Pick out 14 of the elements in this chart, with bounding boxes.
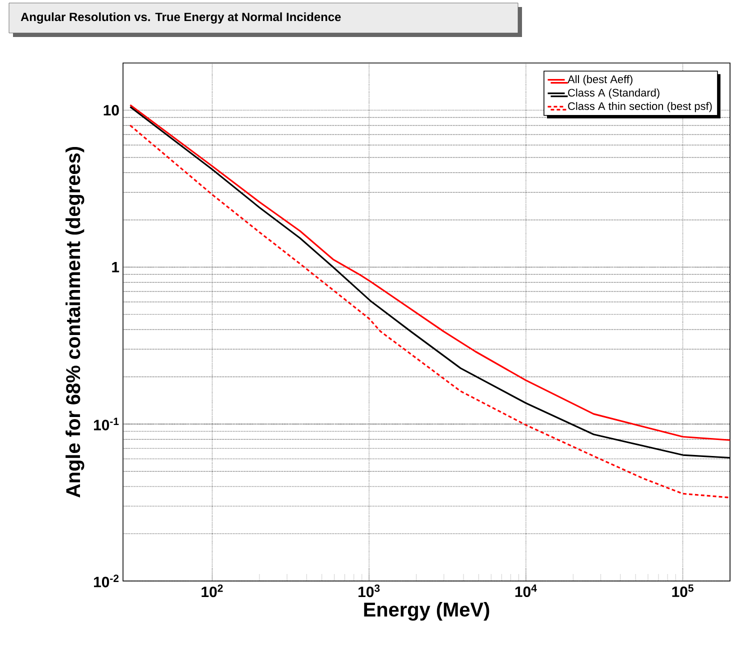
legend-label: All (best Aeff) xyxy=(568,75,632,86)
legend-label: Class A (Standard) xyxy=(568,88,660,99)
y-tick-label: 10 xyxy=(104,104,119,116)
x-axis-title: Energy (MeV) xyxy=(364,602,490,621)
x-tick-label: 10$^{2}$ xyxy=(202,584,223,598)
y-axis-title: Angle for 68% containment (degrees) xyxy=(66,146,84,498)
y-tick-label: 1 xyxy=(112,262,120,272)
x-tick-label: 10$^{5}$ xyxy=(672,584,694,598)
x-tick-label: 10$^{3}$ xyxy=(358,584,380,598)
y-tick-label: 10$^{-1}$ xyxy=(94,418,119,430)
chart-title: Angular Resolution vs. True Energy at Normal Incidence xyxy=(20,12,341,24)
legend-label: Class A thin section (best psf) xyxy=(568,102,712,112)
x-tick-label: 10$^{4}$ xyxy=(515,584,537,598)
y-tick-label: 10$^{-2}$ xyxy=(94,574,119,588)
